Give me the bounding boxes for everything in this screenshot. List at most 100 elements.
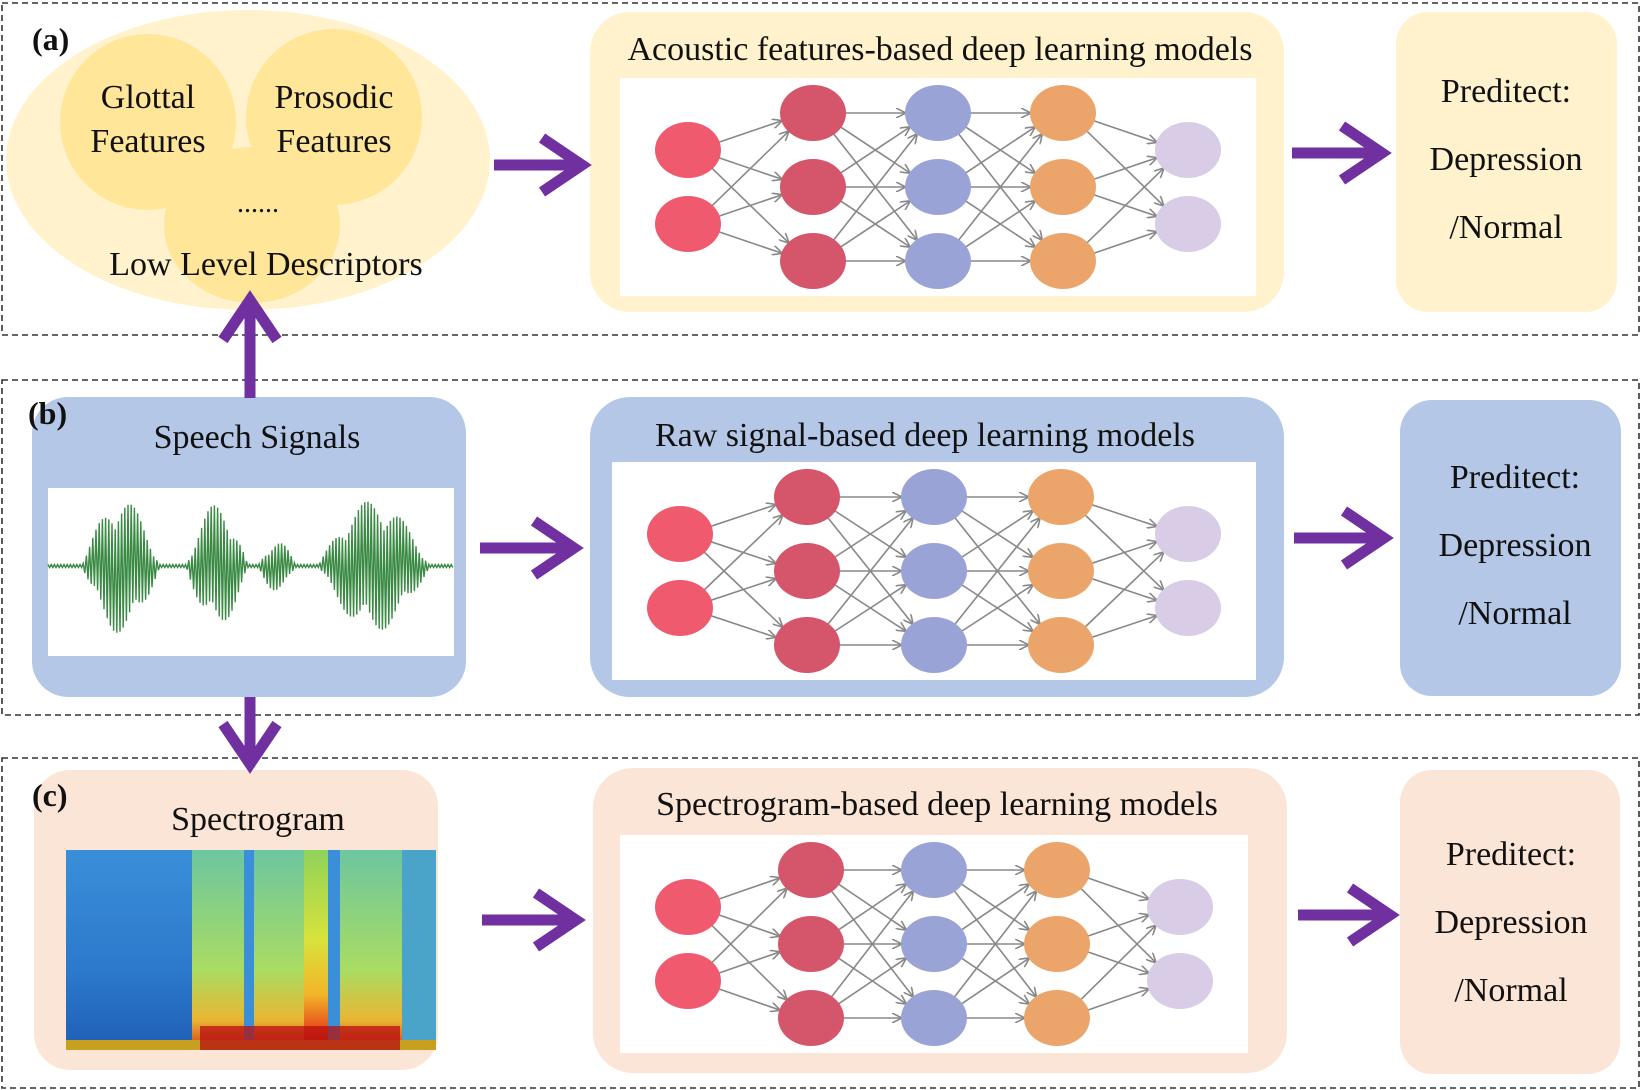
arrow-speech-up-to-lld [218, 290, 282, 398]
network-node [778, 990, 844, 1046]
network-node [901, 990, 967, 1046]
spectrogram-image [66, 850, 436, 1050]
prediction-c-line-3: /Normal [1454, 972, 1567, 1009]
network-connection [1084, 552, 1164, 629]
network-node [780, 159, 846, 215]
network-connection [832, 134, 916, 242]
network-node [1147, 953, 1213, 1009]
prosodic-label-2: Features [276, 123, 391, 160]
network-connection [839, 127, 910, 175]
network-node [655, 879, 721, 935]
network-node [778, 842, 844, 898]
panel-a: Glottal Features Prosodic Features .....… [6, 10, 1617, 312]
prediction-box-c [1400, 770, 1620, 1074]
panel-b-border [1, 379, 1640, 716]
network-connection [717, 952, 779, 975]
network-node [778, 916, 844, 972]
network-node [905, 159, 971, 215]
network-connection [703, 515, 783, 592]
network-connection [826, 518, 912, 626]
prediction-b-line-3: /Normal [1458, 595, 1571, 632]
network-connection [710, 132, 788, 207]
prediction-c-line-1: Preditect: [1446, 836, 1576, 873]
network-node [1028, 617, 1094, 673]
prosodic-label-1: Prosodic [275, 79, 394, 116]
network-connection [709, 579, 775, 602]
panel-b-label: (b) [28, 395, 67, 431]
spectrogram-title: Spectrogram [171, 801, 345, 838]
network-connection [953, 518, 1039, 626]
network-connection [717, 195, 781, 218]
arrow-spectrogram-to-model [482, 888, 586, 952]
acoustic-model-title: Acoustic features-based deep learning mo… [628, 31, 1253, 68]
arrow-raw-to-prediction [1294, 506, 1394, 570]
panel-c: Spectrogram (c) Spectrogram-based deep l… [32, 768, 1620, 1074]
spectrogram-model-title: Spectrogram-based deep learning models [656, 786, 1218, 823]
speech-signals-title: Speech Signals [154, 419, 361, 456]
spectrogram-network [655, 842, 1213, 1046]
network-connection [964, 201, 1035, 249]
ellipsis-label: ...... [237, 188, 279, 219]
network-node [1147, 879, 1213, 935]
flow-arrows [218, 121, 1400, 952]
network-node [655, 196, 721, 252]
panel-c-border [1, 757, 1640, 1089]
network-connection [709, 614, 775, 637]
network-node [780, 233, 846, 289]
network-connection [1086, 989, 1148, 1012]
network-node [1155, 580, 1221, 636]
network-connection [837, 884, 906, 931]
prediction-a-line-1: Preditect: [1441, 73, 1571, 110]
prediction-a-line-3: /Normal [1449, 209, 1562, 246]
network-node [774, 617, 840, 673]
prediction-b-line-2: Depression [1439, 527, 1592, 564]
network-node [1155, 196, 1221, 252]
arrow-lld-to-model [494, 133, 592, 197]
prediction-b-line-1: Preditect: [1450, 459, 1580, 496]
network-node [901, 916, 967, 972]
network-connection [1092, 232, 1156, 255]
lld-caption: Low Level Descriptors [109, 246, 422, 283]
network-node [647, 506, 713, 562]
raw-model-title: Raw signal-based deep learning models [655, 417, 1195, 454]
network-node [647, 580, 713, 636]
network-node [774, 469, 840, 525]
network-connection [837, 958, 906, 1005]
network-connection [709, 505, 775, 528]
network-connection [953, 892, 1036, 999]
network-connection [1092, 158, 1156, 181]
network-node [655, 122, 721, 178]
network-connection [964, 127, 1035, 175]
network-node [905, 233, 971, 289]
glottal-bubble [60, 34, 236, 210]
network-connection [1079, 926, 1155, 1001]
network-connection [960, 958, 1029, 1005]
network-node [1155, 122, 1221, 178]
network-node [901, 469, 967, 525]
prediction-box-a [1396, 12, 1617, 312]
ellipsis-bubble [164, 147, 340, 303]
network-node [774, 543, 840, 599]
network-connection [1086, 915, 1148, 938]
network-node [1028, 469, 1094, 525]
arrow-speech-down-to-spectrogram [218, 697, 282, 774]
network-connection [1090, 616, 1156, 639]
network-connection [960, 884, 1029, 931]
prediction-a-line-2: Depression [1430, 141, 1583, 178]
network-node [901, 617, 967, 673]
network-connection [839, 201, 910, 249]
network-node [1024, 916, 1090, 972]
network-node [1030, 233, 1096, 289]
network-connection [957, 134, 1041, 242]
network-node [905, 85, 971, 141]
raw-network [647, 469, 1221, 673]
glottal-label-1: Glottal [101, 79, 195, 116]
network-connection [1092, 119, 1156, 143]
network-node [1030, 159, 1096, 215]
network-connection [717, 121, 781, 144]
network-connection [1090, 503, 1156, 526]
network-node [1155, 506, 1221, 562]
panel-b: Speech Signals (b) Raw signal-based deep… [28, 395, 1621, 697]
glottal-label-2: Features [90, 123, 205, 160]
network-connection [710, 889, 786, 964]
